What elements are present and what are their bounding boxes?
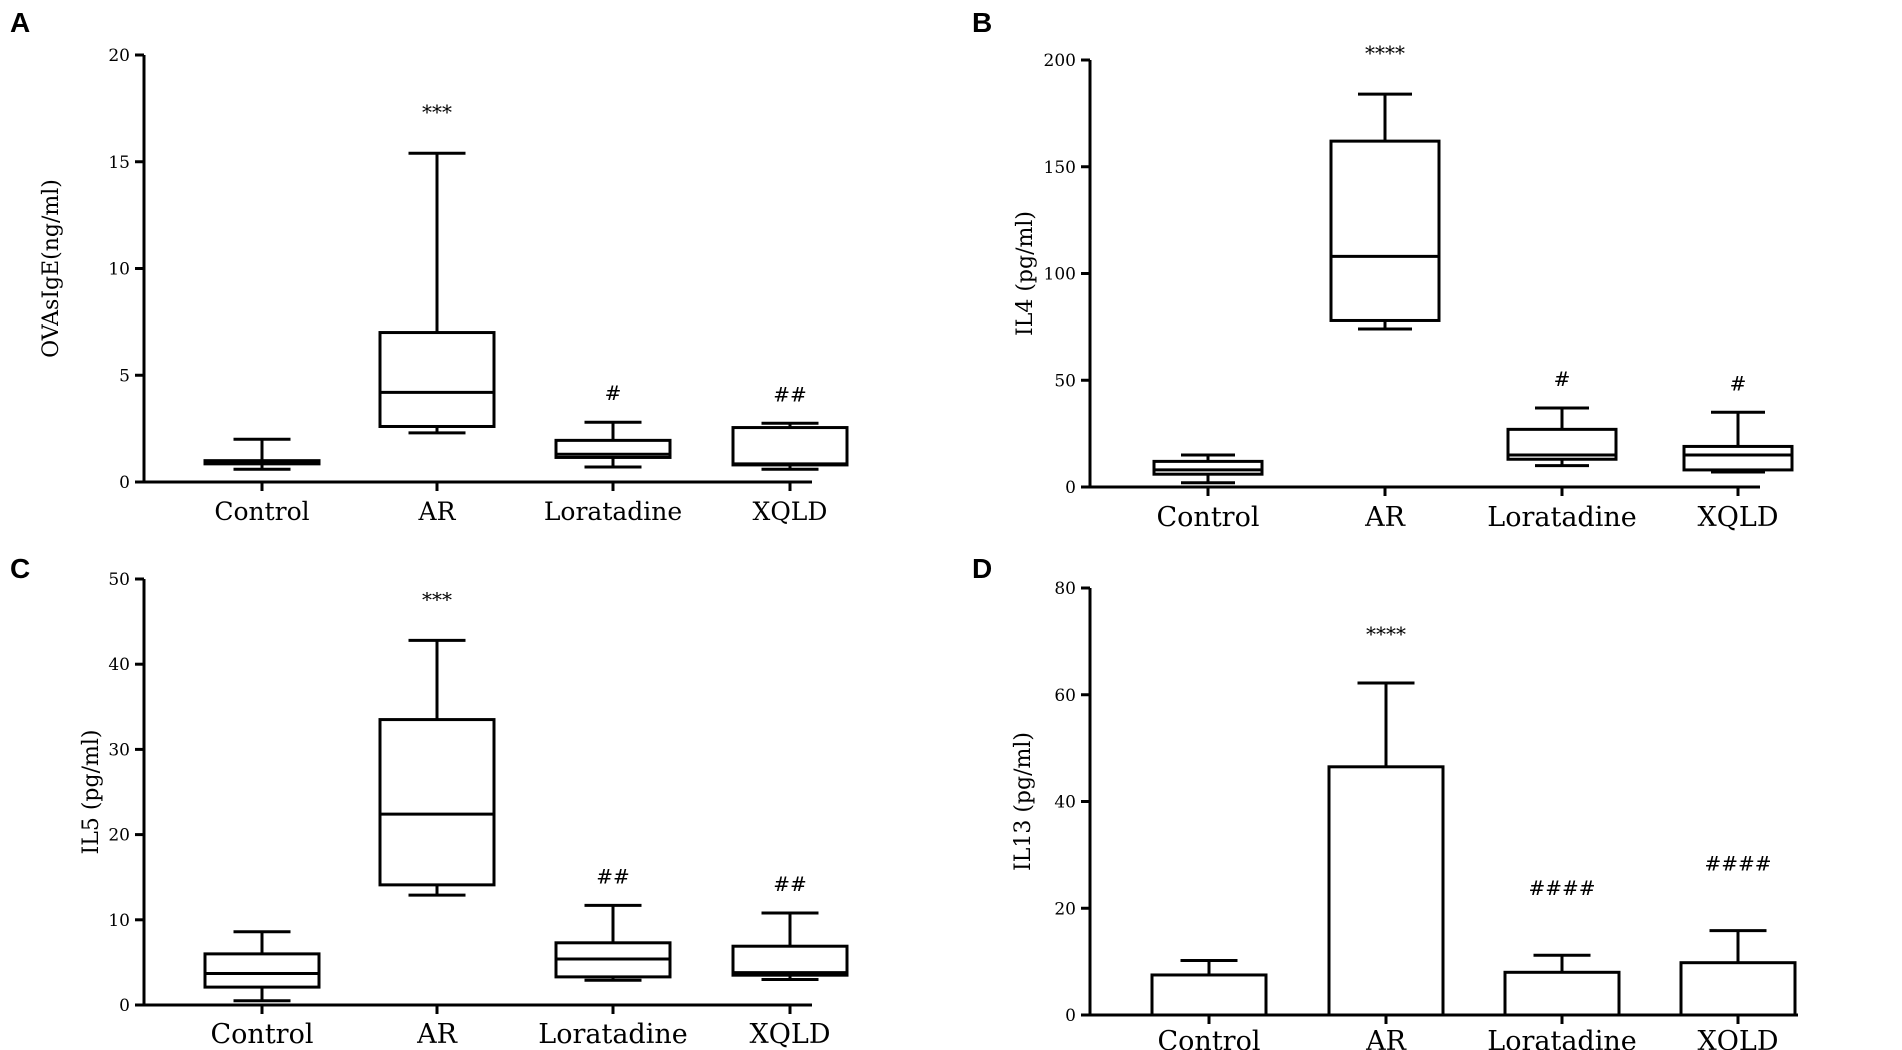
- significance-label: #: [605, 381, 622, 405]
- box-xqld: #: [1682, 371, 1794, 474]
- box-iqr: [1152, 459, 1264, 476]
- panel-letter: C: [10, 553, 30, 584]
- y-tick-label: 200: [1044, 51, 1076, 71]
- significance-label: ***: [422, 100, 452, 124]
- significance-label: ***: [422, 587, 452, 611]
- y-axis-label: OVAsIgE(ng/ml): [39, 179, 64, 358]
- y-axis-label: IL4 (pg/ml): [1013, 211, 1038, 336]
- y-tick-label: 0: [1065, 1006, 1076, 1026]
- y-tick-label: 0: [119, 473, 130, 493]
- x-tick-label-ar: AR: [416, 1019, 457, 1050]
- box-iqr: [731, 944, 849, 977]
- box-iqr: [1682, 444, 1794, 472]
- y-axis-label: IL5 (pg/ml): [79, 730, 104, 855]
- bar-loratadine: ####: [1503, 876, 1621, 1017]
- significance-label: ####: [1704, 852, 1771, 876]
- box-ar: ***: [378, 100, 496, 435]
- panel-b: B 0 50 100 150 200 Control AR Loratadine XQLD IL4 …: [972, 7, 1794, 533]
- significance-label: ****: [1365, 41, 1405, 65]
- y-tick-label: 20: [1054, 899, 1076, 919]
- box-control: [1152, 453, 1264, 485]
- x-tick-label-control: Control: [214, 497, 309, 526]
- y-tick-label: 100: [1044, 265, 1076, 285]
- box-iqr: [1329, 139, 1441, 322]
- y-tick-label: 0: [1065, 478, 1076, 498]
- y-tick-label: 5: [119, 366, 130, 386]
- x-tick-label-control: Control: [1157, 502, 1260, 533]
- significance-label: ****: [1366, 622, 1406, 646]
- box-iqr: [378, 331, 496, 428]
- panel-letter: D: [972, 553, 992, 584]
- box-control: [203, 437, 321, 471]
- y-tick-label: 10: [108, 260, 130, 280]
- y-tick-label: 0: [119, 996, 130, 1016]
- box-iqr: [378, 718, 496, 887]
- panel-a: A 0 5 10 15 20 Control AR Loratadine XQLD OVAsIgE(…: [10, 7, 849, 526]
- y-tick-label: 150: [1044, 158, 1076, 178]
- box-loratadine: #: [554, 381, 672, 469]
- x-tick-label-loratadine: Loratadine: [544, 497, 682, 526]
- x-tick-label-xqld: XQLD: [750, 1019, 831, 1050]
- panel-letter: B: [972, 7, 992, 38]
- y-tick-label: 20: [108, 826, 130, 846]
- bar: [1327, 765, 1445, 1017]
- box-ar: ****: [1329, 41, 1441, 331]
- x-tick-label-control: Control: [211, 1019, 314, 1050]
- y-tick-label: 10: [108, 911, 130, 931]
- significance-label: ##: [773, 382, 807, 406]
- significance-label: ##: [773, 872, 807, 896]
- y-tick-label: 15: [108, 153, 130, 173]
- y-tick-label: 40: [1054, 793, 1076, 813]
- significance-label: ####: [1528, 876, 1595, 900]
- bar-ar: ****: [1327, 622, 1445, 1017]
- significance-label: #: [1554, 367, 1571, 391]
- y-tick-label: 60: [1054, 686, 1076, 706]
- x-tick-label-ar: AR: [418, 497, 457, 526]
- x-tick-label-loratadine: Loratadine: [1487, 502, 1636, 533]
- y-tick-label: 80: [1054, 579, 1076, 599]
- x-tick-label-loratadine: Loratadine: [1487, 1026, 1636, 1050]
- bar: [1150, 973, 1268, 1017]
- bar: [1503, 970, 1621, 1017]
- y-axis-label: IL13 (pg/ml): [1011, 732, 1036, 871]
- y-tick-label: 50: [1054, 371, 1076, 391]
- panel-c: C 0 10 20 30 40 50 Control AR Loratadine XQLD IL5 (…: [10, 553, 849, 1050]
- x-tick-label-control: Control: [1158, 1026, 1261, 1050]
- x-tick-label-ar: AR: [1364, 502, 1405, 533]
- box-xqld: ##: [731, 382, 849, 471]
- panel-d: D 0 20 40 60 80 Control AR Loratadine XQLD IL13 (p…: [972, 553, 1798, 1050]
- significance-label: #: [1730, 371, 1747, 395]
- x-tick-label-xqld: XQLD: [1698, 1026, 1779, 1050]
- x-tick-label-xqld: XQLD: [753, 497, 828, 526]
- box-iqr: [203, 952, 321, 989]
- y-tick-label: 50: [108, 570, 130, 590]
- bar: [1679, 961, 1797, 1017]
- box-loratadine: ##: [554, 864, 672, 982]
- box-loratadine: #: [1506, 367, 1618, 468]
- box-iqr: [731, 426, 849, 467]
- y-tick-label: 30: [108, 740, 130, 760]
- box-ar: ***: [378, 587, 496, 897]
- y-tick-label: 40: [108, 655, 130, 675]
- box-xqld: ##: [731, 872, 849, 981]
- panel-letter: A: [10, 7, 30, 38]
- x-tick-label-ar: AR: [1365, 1026, 1406, 1050]
- box-control: [203, 930, 321, 1003]
- bar-xqld: ####: [1679, 852, 1797, 1017]
- significance-label: ##: [596, 864, 630, 888]
- x-tick-label-xqld: XQLD: [1698, 502, 1779, 533]
- x-tick-label-loratadine: Loratadine: [538, 1019, 687, 1050]
- bar-control: [1150, 959, 1268, 1017]
- y-tick-label: 20: [108, 46, 130, 66]
